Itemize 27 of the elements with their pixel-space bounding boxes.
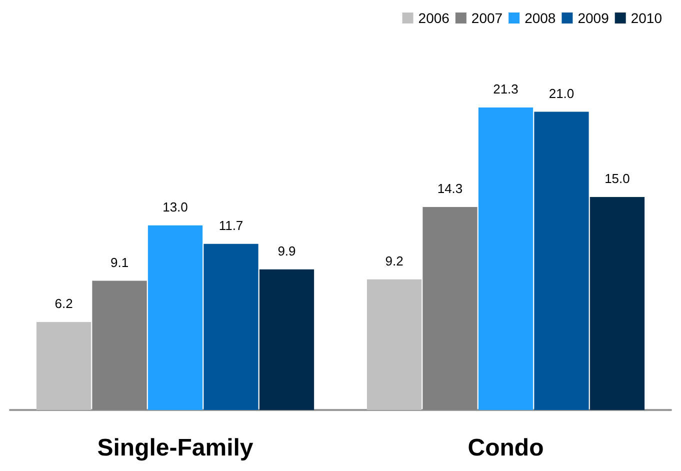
legend-label: 2008 xyxy=(524,10,556,26)
legend-label: 2009 xyxy=(578,10,610,26)
data-label: 11.7 xyxy=(218,218,244,233)
data-label: 21.0 xyxy=(548,86,574,101)
bar xyxy=(259,269,314,410)
legend-label: 2007 xyxy=(471,10,503,26)
x-tick-label: Single-Family xyxy=(97,434,254,462)
data-label: 9.2 xyxy=(385,253,404,268)
data-label: 9.1 xyxy=(110,254,129,270)
bar xyxy=(478,108,534,410)
bar xyxy=(36,322,92,410)
data-label: 13.0 xyxy=(162,199,188,214)
legend-label: 2006 xyxy=(418,10,450,26)
bar xyxy=(534,112,589,410)
data-label: 9.9 xyxy=(278,243,296,258)
bar xyxy=(204,244,258,410)
data-label: 21.3 xyxy=(493,82,518,97)
data-label: 15.0 xyxy=(604,171,630,186)
data-label: 6.2 xyxy=(54,296,73,311)
data-label: 14.3 xyxy=(437,180,463,196)
bar xyxy=(590,197,645,410)
bar xyxy=(366,279,422,410)
bar xyxy=(92,280,147,410)
bar xyxy=(422,206,478,410)
bar xyxy=(148,225,203,410)
legend-label: 2010 xyxy=(630,10,662,26)
x-tick-label: Condo xyxy=(468,434,544,462)
